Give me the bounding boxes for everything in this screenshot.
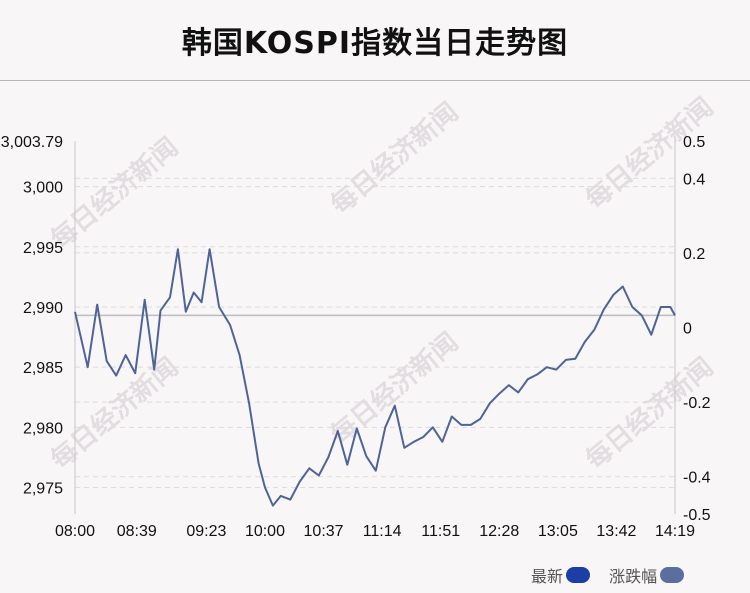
x-tick-label: 13:05 [538, 523, 578, 540]
x-tick-label: 14:19 [655, 523, 695, 540]
y-left-tick-label: 2,990 [23, 300, 63, 317]
watermark-text: 每日经济新闻 [45, 131, 184, 255]
y-left-tick-label: 2,985 [23, 360, 63, 377]
y-right-tick-label: -0.5 [683, 507, 711, 524]
watermark-text: 每日经济新闻 [325, 326, 464, 450]
y-right-tick-label: 0 [683, 321, 692, 338]
x-tick-label: 11:14 [363, 523, 402, 540]
y-left-tick-label: 2,975 [23, 481, 63, 498]
y-left-tick-label: 2,980 [23, 420, 63, 437]
grid-lines [75, 177, 675, 489]
y-right-tick-label: 0.2 [683, 246, 705, 263]
watermark-text: 每日经济新闻 [325, 96, 464, 220]
y-left-tick-label: 2,995 [23, 240, 63, 257]
legend-swatch-latest [566, 567, 591, 583]
legend-item-latest[interactable]: 最新 [531, 563, 591, 587]
x-tick-label: 10:37 [304, 523, 344, 540]
x-tick-label: 09:23 [186, 523, 226, 540]
y-right-tick-label: 0.4 [683, 171, 705, 188]
legend: 最新 涨跌幅 [531, 563, 698, 587]
x-tick-label: 08:00 [55, 523, 95, 540]
legend-label-change: 涨跌幅 [609, 567, 658, 586]
x-tick-label: 13:42 [596, 523, 636, 540]
chart-title: 韩国KOSPI指数当日走势图 [181, 26, 569, 61]
series-line-latest [74, 248, 676, 507]
watermark-text: 每日经济新闻 [580, 351, 719, 475]
x-axis-labels: 08:00 08:39 09:23 10:00 10:37 11:14 11:51 12:28… [55, 523, 695, 540]
legend-label-latest: 最新 [531, 567, 564, 586]
y-axis-right-labels: 0.5 0.4 0.2 0 -0.2 -0.4 -0.5 [683, 134, 711, 524]
y-left-tick-label: 3,000 [23, 180, 63, 197]
legend-item-change[interactable]: 涨跌幅 [609, 563, 685, 587]
watermark-text: 每日经济新闻 [580, 91, 719, 215]
x-tick-label: 08:39 [117, 523, 157, 540]
y-right-tick-label: -0.2 [683, 395, 711, 412]
legend-swatch-change [660, 567, 685, 583]
x-tick-label: 12:28 [479, 523, 519, 540]
y-axis-left-labels: 3,003.79 3,000 2,995 2,990 2,985 2,980 2,975 [1, 134, 63, 498]
x-tick-label: 11:51 [421, 523, 460, 540]
series-layer [74, 248, 676, 507]
title-divider [0, 80, 750, 81]
y-left-tick-label: 3,003.79 [1, 134, 63, 151]
watermark-text: 每日经济新闻 [45, 351, 184, 475]
y-right-tick-label: 0.5 [683, 134, 705, 151]
y-right-tick-label: -0.4 [683, 470, 711, 487]
x-tick-label: 10:00 [245, 523, 285, 540]
